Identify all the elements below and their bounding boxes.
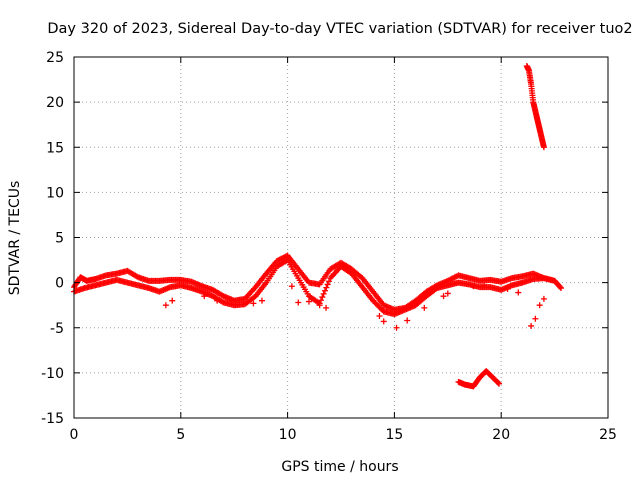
x-tick-label: 25 (599, 427, 617, 443)
x-tick-label: 0 (70, 427, 79, 443)
dips-point (404, 317, 411, 324)
dips-point (323, 304, 330, 311)
grid-lines (74, 57, 608, 418)
dips-point (258, 297, 265, 304)
dips-point (532, 315, 539, 322)
main-band-b-point (323, 284, 330, 291)
lower-arc-point (495, 379, 502, 386)
y-tick-label: 10 (46, 185, 64, 201)
y-tick-label: 25 (46, 50, 64, 66)
x-tick-label: 10 (279, 427, 297, 443)
main-band-b-point (251, 294, 258, 301)
y-tick-label: 15 (46, 140, 64, 156)
main-band-b-point (317, 297, 324, 304)
dips-point (288, 283, 295, 290)
y-tick-label: 0 (55, 276, 64, 292)
y-tick-label: 20 (46, 95, 64, 111)
main-band-a-point (358, 273, 365, 280)
dips-point (515, 289, 522, 296)
main-band-b-point (319, 294, 326, 301)
y-tick-label: -15 (41, 411, 64, 427)
dips-point (380, 318, 387, 325)
dips-point (169, 297, 176, 304)
dips-point (536, 302, 543, 309)
main-band-b-point (321, 287, 328, 294)
main-band-b-point (320, 290, 327, 297)
y-tick-label: -5 (50, 321, 64, 337)
upper-arc-point (540, 144, 547, 151)
axes: 0 5 10 15 20 25 -15 -10 -5 0 5 10 15 20 25 (41, 50, 617, 443)
dips-point (162, 302, 169, 309)
y-axis-label: SDTVAR / TECUs (7, 181, 23, 296)
x-tick-label: 20 (492, 427, 510, 443)
main-band-b-point (558, 285, 565, 292)
dips-point (444, 290, 451, 297)
dips-point (316, 302, 323, 309)
dips-point (504, 285, 511, 292)
main-band-b-point (219, 298, 226, 305)
dips-point (470, 283, 477, 290)
dips-point (376, 313, 383, 320)
dips-point (481, 282, 488, 289)
x-axis-label: GPS time / hours (281, 459, 398, 475)
main-band-a-point (133, 273, 140, 280)
y-tick-label: -10 (41, 366, 64, 382)
dips-point (214, 297, 221, 304)
x-tick-label: 15 (385, 427, 403, 443)
dips-point (393, 324, 400, 331)
dips-point (528, 322, 535, 329)
dips-point (295, 299, 302, 306)
main-band-b-point (325, 278, 332, 285)
chart-title: Day 320 of 2023, Sidereal Day-to-day VTE… (47, 21, 632, 37)
data-points (71, 63, 565, 390)
x-tick-label: 5 (176, 427, 185, 443)
main-band-b-point (557, 284, 564, 291)
dips-point (250, 300, 257, 307)
y-tick-label: 5 (55, 231, 64, 247)
dips-point (421, 304, 428, 311)
dips-point (440, 293, 447, 300)
dips-point (540, 295, 547, 302)
dips-point (201, 293, 208, 300)
lower-arc-point (496, 380, 503, 387)
dips-point (305, 298, 312, 305)
main-band-b-point (324, 281, 331, 288)
